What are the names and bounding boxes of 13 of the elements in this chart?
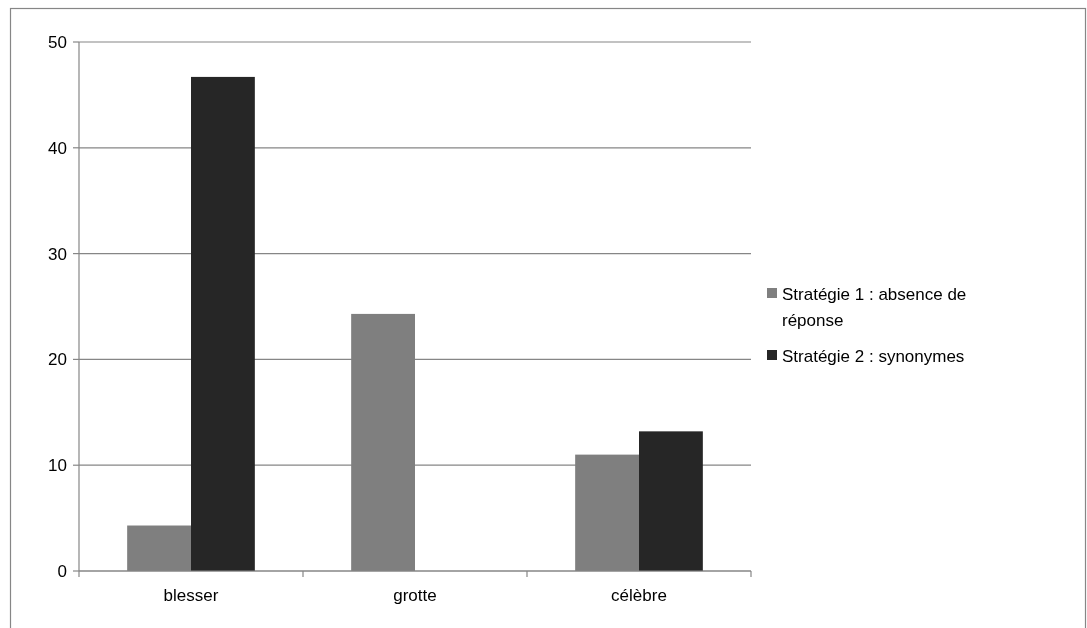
y-tick-label: 10 [48, 456, 67, 476]
y-tick-label: 0 [57, 561, 67, 581]
y-tick-label: 30 [48, 244, 67, 264]
bar [191, 76, 255, 571]
x-tick-label: célèbre [611, 586, 667, 605]
x-tick-label: grotte [393, 586, 437, 605]
legend-label: Stratégie 2 : synonymes [782, 346, 965, 366]
legend-label: Stratégie 1 : absence de réponse [782, 284, 967, 331]
y-tick-label: 20 [48, 350, 67, 370]
x-tick-label: blesser [163, 586, 219, 605]
bar [639, 431, 703, 571]
y-tick-label: 40 [48, 138, 67, 158]
y-tick-label: 50 [48, 32, 67, 52]
